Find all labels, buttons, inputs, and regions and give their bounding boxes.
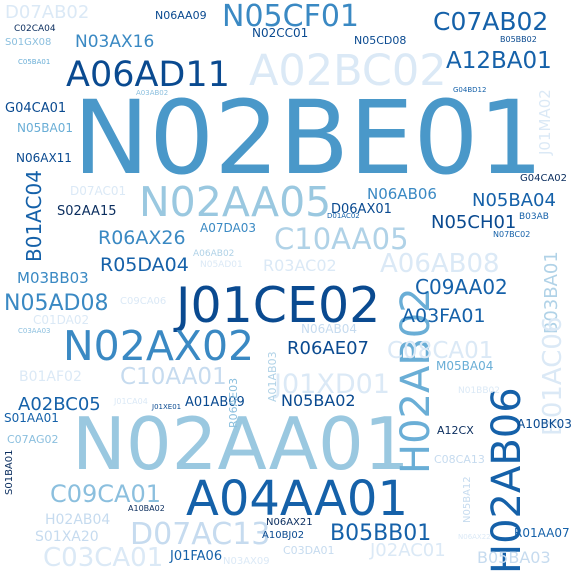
cloud-word: D01AC02 xyxy=(327,212,360,220)
cloud-word: N02AA01 xyxy=(72,402,410,486)
cloud-word: A02BC02 xyxy=(249,46,447,96)
cloud-word: N02BE01 xyxy=(73,79,544,198)
cloud-word: N05AD08 xyxy=(4,291,109,316)
cloud-word: N07BC02 xyxy=(493,230,531,239)
cloud-word: C10AA01 xyxy=(120,364,227,390)
cloud-word: N05BA02 xyxy=(281,391,356,410)
cloud-word: D07AC01 xyxy=(70,184,127,198)
cloud-word: A01AB03 xyxy=(266,351,279,402)
cloud-word: D06AX01 xyxy=(331,202,392,217)
cloud-word: N02AX02 xyxy=(63,322,255,370)
cloud-word: J01XD01 xyxy=(274,369,390,400)
cloud-word: A03FA01 xyxy=(402,305,486,327)
cloud-word: S01GX08 xyxy=(5,37,52,48)
cloud-word: S01AA01 xyxy=(4,411,59,425)
cloud-word: N05BA01 xyxy=(17,121,73,135)
cloud-word: N03AX09 xyxy=(223,556,270,567)
cloud-word: J02AC01 xyxy=(370,540,446,561)
cloud-word: J01CE02 xyxy=(176,277,381,334)
cloud-word: A01AB09 xyxy=(185,395,245,410)
cloud-word: G04CA02 xyxy=(520,173,568,184)
cloud-word: G04BD12 xyxy=(453,86,487,94)
cloud-word: N06AA09 xyxy=(155,9,207,22)
cloud-word: J01MA02 xyxy=(536,89,554,156)
cloud-word: C02CA04 xyxy=(14,24,56,34)
cloud-word: B01AF02 xyxy=(19,369,82,385)
cloud-word: A06AB02 xyxy=(193,249,235,259)
cloud-word: S01XA20 xyxy=(35,529,99,545)
cloud-word: S02AA15 xyxy=(57,204,117,219)
cloud-word: C07AG02 xyxy=(7,433,59,446)
cloud-word: B01AC04 xyxy=(22,169,46,262)
cloud-word: N02CC01 xyxy=(252,26,309,40)
cloud-word: N05CD08 xyxy=(354,34,407,47)
cloud-word: N05BA12 xyxy=(462,476,473,524)
cloud-word: N06AB06 xyxy=(367,185,437,203)
cloud-word: A04AA01 xyxy=(186,471,408,527)
cloud-word: D07AB02 xyxy=(5,2,90,23)
cloud-word: A02BC05 xyxy=(18,394,101,415)
cloud-word: J01FA06 xyxy=(170,549,223,564)
cloud-word: C03DA01 xyxy=(283,544,335,557)
cloud-word: A06AB08 xyxy=(380,249,500,279)
cloud-word: D07AC13 xyxy=(130,517,271,552)
cloud-word: A10BA02 xyxy=(128,504,165,513)
cloud-word: C10AA05 xyxy=(274,222,409,256)
cloud-word: C08CA01 xyxy=(387,338,494,364)
cloud-word: C09CA06 xyxy=(120,296,167,307)
cloud-word: N05CH01 xyxy=(431,212,517,233)
cloud-word: A12BA01 xyxy=(446,48,552,74)
cloud-word: R05DA04 xyxy=(100,254,189,276)
cloud-word: G04CA01 xyxy=(5,101,67,116)
cloud-word: C08CA13 xyxy=(434,453,485,466)
cloud-word: R06AE03 xyxy=(227,377,240,428)
cloud-word: R06AX26 xyxy=(98,227,186,249)
cloud-word: R01AA07 xyxy=(514,526,570,540)
cloud-word: A10BK03 xyxy=(517,417,572,431)
cloud-word: M05BA04 xyxy=(436,359,494,373)
cloud-word: S01BA01 xyxy=(4,449,15,496)
cloud-word: R06AE07 xyxy=(287,338,370,359)
cloud-word: H02AB06 xyxy=(484,386,530,574)
cloud-word: N02AA05 xyxy=(139,178,332,226)
cloud-word: C07AB02 xyxy=(433,7,549,36)
cloud-word: C03CA01 xyxy=(43,543,164,573)
cloud-word: R03AC02 xyxy=(263,256,337,275)
cloud-word: A12CX xyxy=(437,424,474,437)
cloud-word: M03BB03 xyxy=(17,269,89,287)
cloud-word: N06AX11 xyxy=(16,151,72,165)
cloud-word: A06AD11 xyxy=(66,55,230,95)
cloud-word: N05BA04 xyxy=(472,190,556,211)
cloud-word: C03AA03 xyxy=(18,327,51,335)
cloud-word: J01CA04 xyxy=(114,397,148,406)
cloud-word: N06AB04 xyxy=(301,322,357,336)
cloud-word: N05CF01 xyxy=(222,0,359,34)
cloud-word: N06AX21 xyxy=(266,517,313,528)
cloud-word: C05BA01 xyxy=(18,58,51,66)
cloud-word: C09CA01 xyxy=(50,480,162,508)
cloud-word: A03AB02 xyxy=(136,89,169,97)
cloud-word: N01BB02 xyxy=(458,386,500,396)
cloud-word: N03AX16 xyxy=(75,32,155,52)
cloud-word: C01DA02 xyxy=(33,313,90,327)
cloud-word: B03AB xyxy=(519,212,549,222)
cloud-word: A07DA03 xyxy=(200,221,256,235)
cloud-word: B05BB02 xyxy=(500,35,537,44)
cloud-word: N05AD01 xyxy=(200,260,243,270)
cloud-word: H02AB04 xyxy=(45,512,111,528)
cloud-word: J01XE01 xyxy=(152,403,182,411)
cloud-word: B05BB01 xyxy=(330,521,432,546)
cloud-word: N06AX22 xyxy=(458,533,491,541)
cloud-word: A10BJ02 xyxy=(262,530,305,541)
cloud-word: B05BA03 xyxy=(477,548,551,567)
cloud-word: C09AA02 xyxy=(415,275,508,299)
